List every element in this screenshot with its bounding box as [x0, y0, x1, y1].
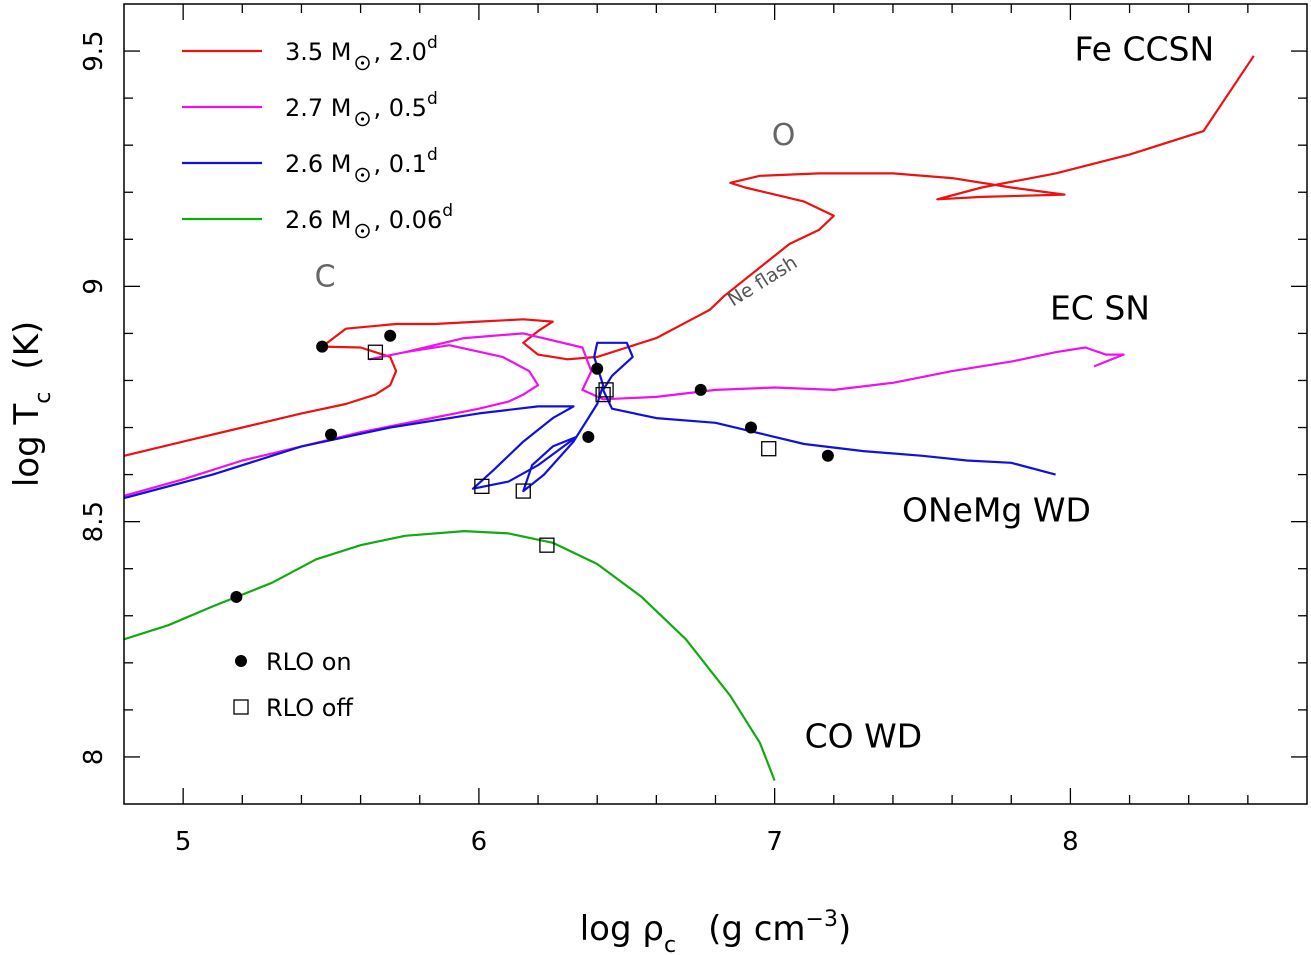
rlo-on-marker-6 [694, 383, 707, 396]
legend-rlo-on-marker [235, 655, 247, 667]
markers-layer [230, 329, 834, 603]
series-layer [123, 55, 1255, 781]
region-label: EC SN [1050, 288, 1150, 327]
legend-label-3: 2.6 M, 0.1d [285, 145, 438, 178]
y-axis-label: log Tc(K) [7, 321, 56, 487]
legend-rlo-on-label: RLO on [266, 648, 352, 676]
series-line-4 [123, 530, 776, 781]
y-tick-label: 9 [79, 278, 109, 295]
sun-symbol-icon [355, 223, 370, 239]
legend: 3.5 M, 2.0d 2.7 M, 0.5d 2.6 M, 0.1d 2.6 M, … [182, 33, 453, 722]
rlo-off-marker-1 [367, 344, 384, 360]
legend-label-4: 2.6 M, 0.06d [285, 201, 453, 234]
x-axis-label: log ρc (g cm−3) [580, 907, 852, 955]
sun-symbol-dot [360, 229, 365, 233]
region-label: Fe CCSN [1074, 29, 1214, 68]
rlo-on-marker-4 [591, 362, 604, 375]
rlo-on-marker-5 [582, 430, 595, 443]
phase-label: C [315, 259, 336, 294]
ticks-layer: 5 6 7 8 8 8.5 9 9.5 [79, 4, 1307, 857]
sun-symbol-dot [360, 117, 365, 121]
series-line-2 [123, 332, 1125, 497]
x-tick-label: 7 [766, 827, 783, 857]
rlo-on-marker-1 [316, 340, 329, 353]
y-tick-label: 8 [79, 749, 109, 766]
rlo-off-marker-4 [598, 382, 614, 398]
region-label: CO WD [805, 717, 923, 756]
series-line-1 [123, 55, 1255, 457]
x-tick-label: 5 [175, 827, 192, 857]
series-line-3 [123, 341, 1056, 500]
phase-label: O [772, 118, 796, 153]
rlo-on-marker-8 [821, 449, 834, 462]
x-tick-label: 6 [471, 827, 488, 857]
rlo-off-marker-5 [595, 386, 611, 403]
rlo-off-marker-6 [761, 441, 777, 457]
legend-rlo-off-marker [233, 699, 249, 715]
rlo-off-marker-2 [474, 478, 490, 495]
sun-symbol-icon [355, 55, 370, 71]
y-tick-label: 8.5 [79, 501, 109, 542]
sun-symbol-icon [355, 111, 370, 127]
legend-rlo-off-label: RLO off [266, 694, 353, 722]
rlo-on-marker-9 [230, 590, 243, 603]
region-label: ONeMg WD [902, 491, 1091, 530]
plot-frame [123, 3, 1308, 805]
labels-layer: Fe CCSN EC SN ONeMg WD CO WD C O Ne flash [315, 29, 1215, 755]
x-tick-label: 8 [1062, 827, 1079, 857]
legend-label-2: 2.7 M, 0.5d [285, 89, 438, 122]
rlo-off-marker-3 [515, 483, 531, 499]
rlo-on-marker-7 [744, 421, 757, 434]
rlo-on-marker-2 [384, 329, 397, 342]
ne-flash-annotation: Ne flash [724, 251, 801, 311]
rlo-off-marker-7 [539, 537, 555, 553]
sun-symbol-dot [360, 173, 365, 177]
rlo-on-marker-3 [325, 428, 338, 441]
sun-symbol-icon [355, 167, 370, 183]
y-tick-label: 9.5 [79, 30, 109, 71]
legend-label-1: 3.5 M, 2.0d [285, 33, 438, 66]
sun-symbol-dot [360, 61, 365, 65]
